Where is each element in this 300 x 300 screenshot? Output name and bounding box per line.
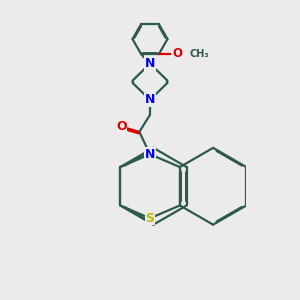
Text: N: N (145, 148, 155, 161)
Text: CH₃: CH₃ (190, 49, 209, 59)
Text: O: O (172, 47, 182, 60)
Text: O: O (116, 121, 127, 134)
Text: N: N (145, 93, 155, 106)
Text: N: N (145, 57, 155, 70)
Text: S: S (146, 212, 154, 225)
